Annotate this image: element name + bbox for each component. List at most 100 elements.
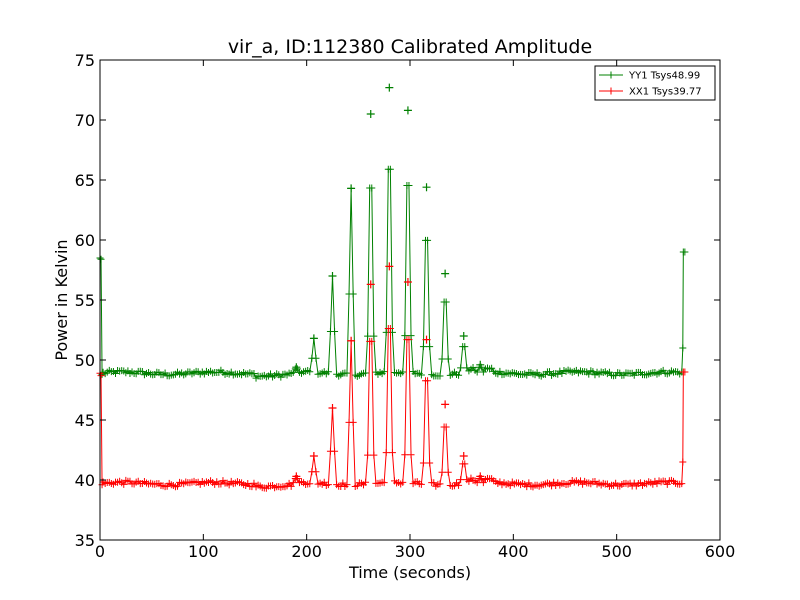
data-point — [312, 354, 320, 362]
legend-marker-0 — [607, 71, 615, 79]
data-point — [457, 364, 465, 372]
y-tick-label: 75 — [75, 51, 95, 70]
x-axis-label: Time (seconds) — [348, 563, 471, 582]
peak-marker — [347, 184, 356, 193]
data-point — [679, 458, 687, 466]
chart-title: vir_a, ID:112380 Calibrated Amplitude — [228, 36, 592, 58]
y-axis-label: Power in Kelvin — [52, 239, 71, 360]
peak-marker — [309, 334, 318, 343]
data-point — [362, 478, 370, 486]
data-point — [97, 372, 105, 380]
data-point — [438, 355, 446, 363]
x-tick-label: 200 — [291, 542, 322, 561]
x-tick-label: 500 — [601, 542, 632, 561]
data-point — [368, 337, 376, 345]
data-point — [370, 332, 378, 340]
data-point — [438, 468, 446, 476]
data-point — [506, 482, 514, 490]
data-point — [312, 468, 320, 476]
data-point — [349, 418, 357, 426]
peak-marker — [328, 404, 337, 412]
legend-marker-1 — [607, 87, 615, 95]
y-tick-label: 35 — [75, 531, 95, 550]
peak-marker — [292, 472, 301, 481]
data-point — [407, 451, 415, 459]
data-point — [364, 332, 372, 340]
legend-label-1: XX1 Tsys39.77 — [629, 87, 702, 98]
peak-marker — [459, 332, 468, 340]
x-tick-label: 600 — [705, 542, 736, 561]
legend-label-0: YY1 Tsys48.99 — [628, 71, 700, 82]
data-point — [380, 368, 388, 376]
peak-marker — [292, 363, 301, 372]
x-tick-label: 100 — [188, 542, 219, 561]
data-point — [444, 468, 452, 476]
y-tick-label: 70 — [75, 111, 95, 130]
data-point — [324, 481, 332, 489]
data-point — [405, 181, 413, 189]
data-point — [368, 184, 376, 192]
data-point — [442, 298, 450, 306]
legend-box — [594, 65, 716, 101]
data-point — [362, 369, 370, 377]
data-point — [455, 371, 463, 379]
peak-marker — [441, 400, 450, 409]
y-tick-label: 50 — [75, 351, 95, 370]
data-point — [349, 290, 357, 298]
data-point — [444, 355, 452, 363]
data-point — [343, 369, 351, 377]
data-point — [388, 449, 396, 457]
peak-marker — [309, 452, 318, 460]
data-point — [419, 343, 427, 351]
y-tick-label: 55 — [75, 291, 95, 310]
data-point — [386, 165, 394, 173]
data-point — [250, 479, 258, 487]
data-point — [399, 368, 407, 376]
data-point — [473, 368, 481, 376]
data-point — [399, 478, 407, 486]
peak-marker — [422, 335, 431, 344]
data-point — [250, 369, 258, 377]
data-point — [436, 480, 444, 488]
data-point — [407, 332, 415, 340]
peak-marker — [385, 83, 394, 92]
data-point — [679, 344, 687, 352]
data-point — [426, 343, 434, 351]
peak-marker — [476, 472, 485, 481]
y-tick-label: 60 — [75, 231, 95, 250]
peak-marker — [422, 183, 431, 192]
data-point — [424, 236, 432, 244]
data-point — [380, 479, 388, 487]
peak-marker — [403, 106, 412, 115]
peak-marker — [347, 336, 356, 345]
peak-marker — [459, 452, 468, 460]
data-point — [442, 423, 450, 431]
peak-marker — [476, 360, 485, 369]
peak-marker — [328, 272, 337, 280]
y-tick-label: 65 — [75, 171, 95, 190]
legend: YY1 Tsys48.99 XX1 Tsys39.77 — [594, 65, 716, 101]
data-point — [331, 447, 339, 455]
data-point — [461, 460, 469, 468]
data-point — [339, 479, 347, 487]
data-point — [364, 451, 372, 459]
data-point — [436, 372, 444, 380]
y-tick-label: 45 — [75, 411, 95, 430]
data-point — [681, 248, 689, 256]
data-point — [663, 480, 671, 488]
data-point — [473, 479, 481, 487]
x-tick-label: 400 — [498, 542, 529, 561]
data-point — [417, 371, 425, 379]
data-point — [120, 480, 128, 488]
data-point — [382, 449, 390, 457]
data-point — [417, 480, 425, 488]
data-point — [457, 476, 465, 484]
data-point — [426, 459, 434, 467]
x-tick-label: 300 — [395, 542, 426, 561]
data-point — [289, 479, 297, 487]
data-point — [455, 481, 463, 489]
plot-area — [96, 83, 689, 492]
data-point — [287, 482, 295, 490]
series-0 — [96, 83, 689, 382]
